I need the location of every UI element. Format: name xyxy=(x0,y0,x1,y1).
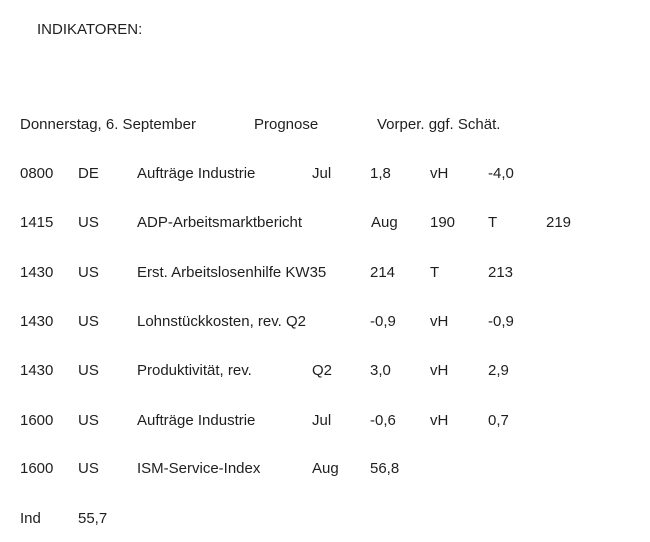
table-footer-row: Ind 55,7 xyxy=(0,510,650,530)
table-row: 0800 DE Aufträge Industrie Jul 1,8 vH -4,0 xyxy=(0,165,650,185)
cell-forecast: -0,9 xyxy=(370,313,396,330)
cell-unit: T xyxy=(430,264,440,281)
cell-time: 1430 xyxy=(20,264,54,281)
cell-period: Q2 xyxy=(312,362,333,379)
cell-country: US xyxy=(78,460,99,477)
cell-name: ISM-Service-Index xyxy=(137,460,261,477)
footer-index-value: 55,7 xyxy=(78,510,108,527)
header-date-label: Donnerstag, 6. September xyxy=(20,116,196,133)
table-row: 1600 US ISM-Service-Index Aug 56,8 xyxy=(0,460,650,480)
cell-forecast: -0,6 xyxy=(370,412,396,429)
cell-unit: T xyxy=(488,214,498,231)
cell-forecast: 3,0 xyxy=(370,362,391,379)
cell-unit: vH xyxy=(430,313,449,330)
cell-period: Jul xyxy=(312,165,332,182)
cell-forecast: 56,8 xyxy=(370,460,400,477)
cell-country: US xyxy=(78,264,99,281)
cell-time: 0800 xyxy=(20,165,54,182)
cell-country: US xyxy=(78,412,99,429)
cell-country: US xyxy=(78,214,99,231)
cell-forecast: 1,8 xyxy=(370,165,391,182)
table-row: 1430 US Produktivität, rev. Q2 3,0 vH 2,9 xyxy=(0,362,650,382)
cell-time: 1600 xyxy=(20,460,54,477)
cell-name: ADP-Arbeitsmarktbericht xyxy=(137,214,303,231)
cell-name: Lohnstückkosten, rev. Q2 xyxy=(137,313,306,330)
cell-time: 1430 xyxy=(20,362,54,379)
cell-name: Erst. Arbeitslosenhilfe KW35 xyxy=(137,264,327,281)
cell-period: Aug xyxy=(312,460,339,477)
cell-previous: 2,9 xyxy=(488,362,509,379)
header-previous-label: Vorper. ggf. Schät. xyxy=(377,116,501,133)
header-forecast-label: Prognose xyxy=(254,116,319,133)
table-row: 1415 US ADP-Arbeitsmarktbericht Aug 190 T 219 xyxy=(0,214,650,234)
footer-index-label: Ind xyxy=(20,510,41,527)
cell-previous: 219 xyxy=(546,214,572,231)
cell-time: 1415 xyxy=(20,214,54,231)
page-title: INDIKATOREN: xyxy=(37,21,143,38)
cell-period: Jul xyxy=(312,412,332,429)
table-header-row: Donnerstag, 6. September Prognose Vorper… xyxy=(0,116,650,136)
cell-previous: -0,9 xyxy=(488,313,514,330)
cell-country: US xyxy=(78,313,99,330)
cell-previous: 213 xyxy=(488,264,514,281)
cell-period: Aug xyxy=(371,214,398,231)
cell-forecast: 214 xyxy=(370,264,396,281)
cell-unit: vH xyxy=(430,362,449,379)
cell-previous: -4,0 xyxy=(488,165,514,182)
table-row: 1430 US Erst. Arbeitslosenhilfe KW35 214 T 21… xyxy=(0,264,650,284)
table-row: 1600 US Aufträge Industrie Jul -0,6 vH 0,7 xyxy=(0,412,650,432)
cell-country: US xyxy=(78,362,99,379)
cell-previous: 0,7 xyxy=(488,412,509,429)
cell-name: Aufträge Industrie xyxy=(137,165,256,182)
cell-unit: vH xyxy=(430,165,449,182)
cell-time: 1600 xyxy=(20,412,54,429)
cell-name: Produktivität, rev. xyxy=(137,362,252,379)
cell-time: 1430 xyxy=(20,313,54,330)
cell-unit: vH xyxy=(430,412,449,429)
table-row: 1430 US Lohnstückkosten, rev. Q2 -0,9 vH -0,9 xyxy=(0,313,650,333)
cell-country: DE xyxy=(78,165,99,182)
cell-name: Aufträge Industrie xyxy=(137,412,256,429)
cell-forecast: 190 xyxy=(430,214,456,231)
